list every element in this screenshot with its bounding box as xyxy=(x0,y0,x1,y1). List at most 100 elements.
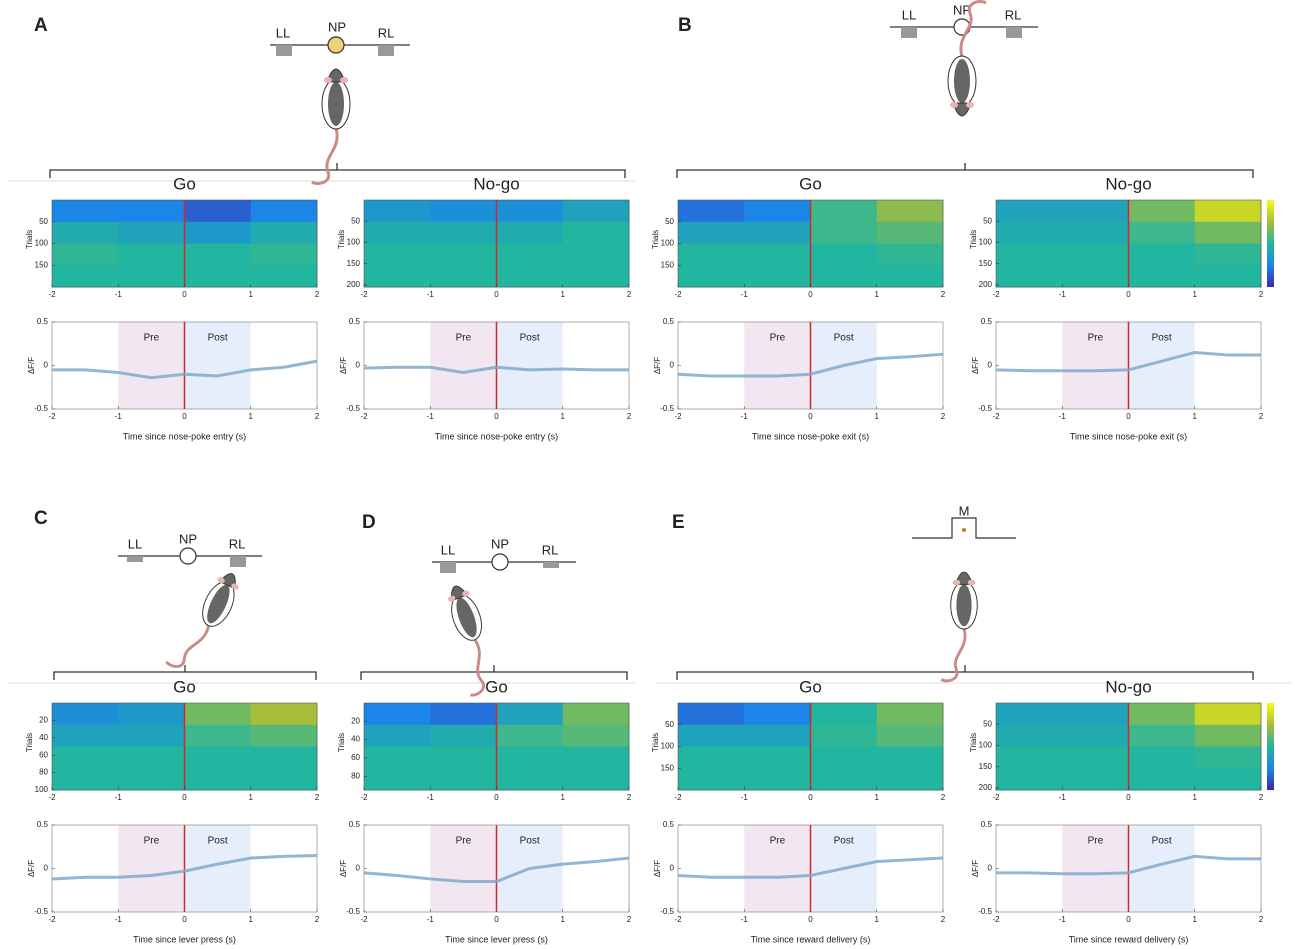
region-label: Post xyxy=(1152,333,1172,344)
heatmap-cell xyxy=(744,725,811,747)
y-axis-label: Trials xyxy=(25,230,34,249)
heatmap-cell xyxy=(497,747,564,769)
y-tick-label: 100 xyxy=(35,239,49,248)
y-tick-label: -0.5 xyxy=(34,907,48,916)
heatmap-cell xyxy=(563,703,630,725)
heatmap-cell xyxy=(364,768,431,790)
heatmap-cell xyxy=(185,265,252,287)
heatmap-cell xyxy=(811,747,878,769)
y-axis-label: ΔF/F xyxy=(339,860,348,877)
y-tick-label: 80 xyxy=(39,768,48,777)
x-tick-label: 0 xyxy=(808,290,813,299)
x-tick-label: 0 xyxy=(494,290,499,299)
y-tick-label: -0.5 xyxy=(346,907,360,916)
y-tick-label: 150 xyxy=(661,260,675,269)
diagram-label: RL xyxy=(378,25,395,40)
y-axis-label: Trials xyxy=(651,230,660,249)
x-tick-label: -1 xyxy=(741,412,749,421)
heatmap-cell xyxy=(1062,222,1129,244)
region-label: Post xyxy=(834,836,854,847)
y-axis-label: Trials xyxy=(337,733,346,752)
heatmap-cell xyxy=(1062,244,1129,266)
y-tick-label: 0.5 xyxy=(37,820,49,829)
x-axis-label: Time since nose-poke entry (s) xyxy=(123,431,246,441)
diagram-label: LL xyxy=(902,7,916,22)
x-tick-label: 2 xyxy=(941,412,946,421)
y-tick-label: 150 xyxy=(35,260,49,269)
x-tick-label: -1 xyxy=(427,915,435,924)
heatmap-cell xyxy=(996,244,1063,266)
heatmap-cell xyxy=(678,244,745,266)
rat-ear xyxy=(324,77,332,83)
region-label: Post xyxy=(1152,836,1172,847)
heatmap-cell xyxy=(744,222,811,244)
x-tick-label: 2 xyxy=(627,412,632,421)
y-axis-label: ΔF/F xyxy=(653,357,662,374)
x-axis-label: Time since reward delivery (s) xyxy=(751,934,871,944)
x-tick-label: -2 xyxy=(360,915,368,924)
y-tick-label: -0.5 xyxy=(34,404,48,413)
x-tick-label: -1 xyxy=(741,915,749,924)
x-tick-label: 2 xyxy=(315,290,320,299)
rat-tail xyxy=(941,628,965,681)
y-tick-label: 50 xyxy=(665,217,674,226)
heatmap-cell xyxy=(52,725,119,747)
x-tick-label: -2 xyxy=(48,290,56,299)
x-tick-label: 0 xyxy=(182,793,187,802)
x-axis-label: Time since lever press (s) xyxy=(133,934,236,944)
heatmap-cell xyxy=(1195,768,1262,790)
x-tick-label: -1 xyxy=(1059,412,1067,421)
heatmap-cell xyxy=(1195,200,1262,222)
rat-ear xyxy=(340,77,348,83)
heatmap-cell xyxy=(364,747,431,769)
heatmap-cell xyxy=(364,703,431,725)
x-tick-label: -2 xyxy=(674,793,682,802)
heatmap-cell xyxy=(1062,747,1129,769)
y-tick-label: 20 xyxy=(351,716,360,725)
heatmap-cell xyxy=(118,703,185,725)
x-tick-label: -2 xyxy=(360,793,368,802)
x-tick-label: 1 xyxy=(561,915,566,924)
heatmap-cell xyxy=(1195,244,1262,266)
y-axis-label: Trials xyxy=(969,230,978,249)
rat-back xyxy=(328,82,344,126)
heatmap-cell xyxy=(430,747,497,769)
diagram-label: NP xyxy=(328,19,346,34)
x-tick-label: 1 xyxy=(249,793,254,802)
x-tick-label: -2 xyxy=(360,412,368,421)
x-tick-label: -1 xyxy=(741,290,749,299)
rat-back xyxy=(956,584,971,626)
x-tick-label: 1 xyxy=(1193,290,1198,299)
heatmap-cell xyxy=(1129,244,1196,266)
y-axis-label: ΔF/F xyxy=(971,357,980,374)
heatmap-cell xyxy=(1195,222,1262,244)
heatmap-cell xyxy=(251,703,318,725)
y-tick-label: 60 xyxy=(39,750,48,759)
x-tick-label: 2 xyxy=(315,915,320,924)
region-label: Post xyxy=(208,836,228,847)
panel-letter: B xyxy=(678,15,692,36)
heatmap-cell xyxy=(678,222,745,244)
y-tick-label: 0 xyxy=(44,361,49,370)
heatmap-cell xyxy=(811,768,878,790)
heatmap-title: Go xyxy=(799,174,822,193)
x-tick-label: 1 xyxy=(1193,412,1198,421)
x-tick-label: -2 xyxy=(48,412,56,421)
heatmap-title: No-go xyxy=(1105,174,1151,193)
heatmap-cell xyxy=(563,768,630,790)
x-axis-label: Time since nose-poke exit (s) xyxy=(1070,431,1187,441)
heatmap-title: Go xyxy=(799,677,822,696)
heatmap-cell xyxy=(251,265,318,287)
y-tick-label: 0.5 xyxy=(981,317,993,326)
heatmap-cell xyxy=(497,768,564,790)
heatmap-cell xyxy=(1195,725,1262,747)
x-tick-label: 1 xyxy=(875,915,880,924)
x-tick-label: -2 xyxy=(674,412,682,421)
heatmap-cell xyxy=(744,703,811,725)
heatmap-cell xyxy=(364,222,431,244)
y-tick-label: 80 xyxy=(351,771,360,780)
heatmap-cell xyxy=(563,244,630,266)
diagram-label: RL xyxy=(542,542,559,557)
rat-ear xyxy=(968,580,976,586)
heatmap-cell xyxy=(1129,703,1196,725)
